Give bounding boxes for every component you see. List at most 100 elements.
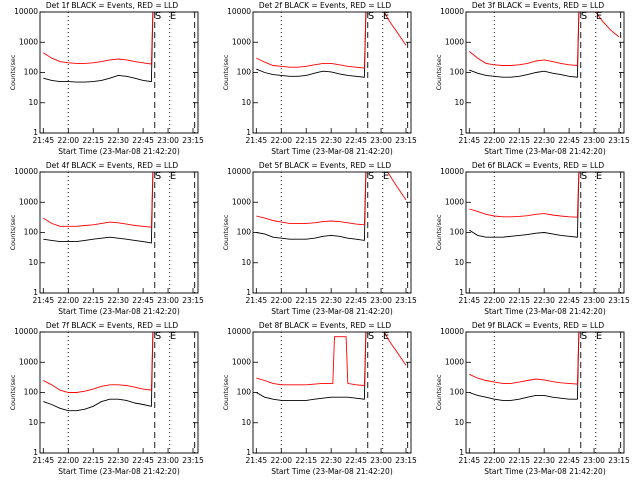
y-tick-label: 1 [33,288,38,297]
x-tick-label: 22:30 [533,456,555,465]
x-tick-label: 21:45 [33,296,55,305]
y-tick-label: 10 [241,98,251,107]
y-tick-label: 1 [459,448,464,457]
panel: Det 4f BLACK = Events, RED = LLD Counts/s… [9,161,204,316]
panel: Det 2f BLACK = Events, RED = LLD Counts/s… [222,1,417,156]
series-line [256,12,367,78]
x-tick-label: 22:00 [57,456,79,465]
x-tick-label: 22:15 [508,456,530,465]
y-tick-label: 1 [246,288,251,297]
x-tick-label: 22:15 [508,136,530,145]
x-tick-label: 23:15 [182,296,204,305]
annotation: E [170,11,176,22]
annotation: S [581,331,587,342]
x-tick-label: 21:45 [459,296,481,305]
x-axis-label: Start Time (23-Mar-08 21:42:20) [271,467,393,476]
series-line [256,172,367,241]
x-tick-label: 22:45 [558,296,580,305]
x-tick-label: 22:00 [483,456,505,465]
series-line [469,332,580,385]
plot-frame [465,331,625,454]
y-tick-label: 100 [24,68,39,77]
x-axis-label: Start Time (23-Mar-08 21:42:20) [271,307,393,316]
annotation: E [596,331,602,342]
x-tick-label: 23:15 [395,296,417,305]
x-tick-label: 22:00 [270,136,292,145]
plot-frame [252,331,412,454]
y-axis-label: Counts/sec [222,374,230,410]
annotation: E [383,11,389,22]
y-tick-label: 100 [24,388,39,397]
series-line [256,332,367,401]
x-tick-label: 22:15 [82,296,104,305]
y-tick-label: 10000 [227,7,251,16]
y-tick-label: 10 [241,258,251,267]
plot-frame [465,171,625,294]
plot-frame [465,11,625,134]
series-line [256,332,407,386]
x-tick-label: 22:00 [57,136,79,145]
annotation: S [155,171,161,182]
y-tick-label: 10000 [14,327,38,336]
y-tick-label: 1000 [232,37,251,46]
x-tick-label: 22:15 [82,136,104,145]
x-tick-label: 23:00 [583,296,605,305]
x-tick-label: 22:15 [295,456,317,465]
y-tick-label: 100 [24,228,39,237]
x-tick-label: 22:30 [107,456,129,465]
x-tick-label: 22:15 [82,456,104,465]
y-tick-label: 10 [454,258,464,267]
y-tick-label: 100 [450,388,465,397]
panel: Det 8f BLACK = Events, RED = LLD Counts/s… [222,321,417,476]
series-line [469,332,580,401]
x-axis-label: Start Time (23-Mar-08 21:42:20) [484,307,606,316]
panel: Det 1f BLACK = Events, RED = LLD Counts/s… [9,1,204,156]
y-axis-label: Counts/sec [9,214,17,250]
y-axis-label: Counts/sec [9,374,17,410]
x-tick-label: 21:45 [246,456,268,465]
series-line [256,172,407,226]
x-tick-label: 22:30 [107,296,129,305]
x-tick-label: 23:00 [370,136,392,145]
x-axis-label: Start Time (23-Mar-08 21:42:20) [58,307,180,316]
panel-title: Det 6f BLACK = Events, RED = LLD [472,161,605,170]
y-tick-label: 1000 [19,197,38,206]
series-line [43,172,154,228]
plot-frame [39,11,199,134]
x-tick-label: 22:15 [295,136,317,145]
annotation: E [383,171,389,182]
x-tick-label: 22:30 [320,136,342,145]
x-tick-label: 23:15 [608,296,630,305]
y-tick-label: 100 [450,68,465,77]
y-axis-label: Counts/sec [9,54,17,90]
y-tick-label: 1000 [19,357,38,366]
x-tick-label: 21:45 [33,136,55,145]
y-tick-label: 100 [450,228,465,237]
y-tick-label: 10000 [227,327,251,336]
x-tick-label: 23:00 [583,456,605,465]
series-line [43,12,154,65]
x-tick-label: 22:00 [270,456,292,465]
panel-title: Det 8f BLACK = Events, RED = LLD [259,321,392,330]
x-tick-label: 21:45 [246,296,268,305]
x-tick-label: 22:00 [483,136,505,145]
y-tick-label: 10 [28,258,38,267]
y-tick-label: 1000 [232,357,251,366]
annotation: E [170,171,176,182]
x-tick-label: 23:00 [157,456,179,465]
x-tick-label: 22:30 [320,296,342,305]
series-line [469,172,580,218]
y-tick-label: 10 [28,98,38,107]
y-tick-label: 1 [246,128,251,137]
y-axis-label: Counts/sec [435,54,443,90]
y-tick-label: 10000 [227,167,251,176]
x-tick-label: 22:45 [558,456,580,465]
y-tick-label: 10000 [14,167,38,176]
y-tick-label: 1000 [445,197,464,206]
y-axis-label: Counts/sec [222,214,230,250]
x-axis-label: Start Time (23-Mar-08 21:42:20) [271,147,393,156]
x-tick-label: 22:45 [132,456,154,465]
annotation: E [383,331,389,342]
